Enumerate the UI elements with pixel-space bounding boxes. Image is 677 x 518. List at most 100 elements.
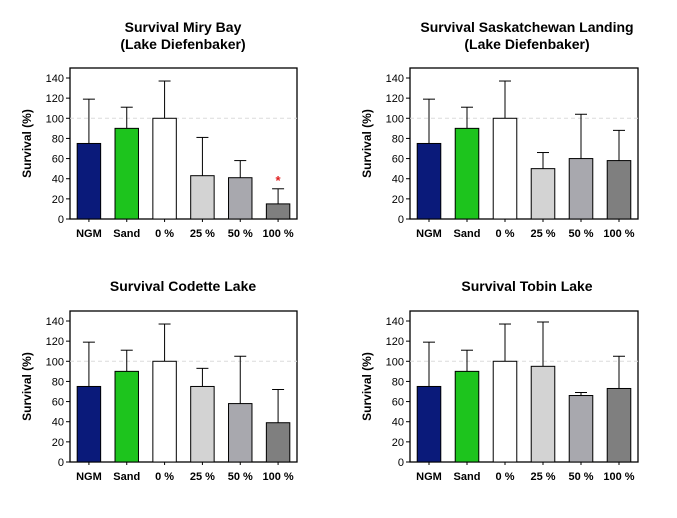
bar-2 xyxy=(454,127,480,220)
y-tick-label: 40 xyxy=(52,174,64,186)
category-label: Sand xyxy=(454,471,481,483)
bar-5 xyxy=(568,395,594,463)
chart-title: Survival Tobin Lake xyxy=(461,278,592,294)
bar-2 xyxy=(454,370,480,463)
y-tick-label: 0 xyxy=(398,457,404,469)
y-tick-label: 0 xyxy=(398,214,404,226)
y-tick-label: 100 xyxy=(46,113,64,125)
category-label: Sand xyxy=(113,471,140,483)
bar-6 xyxy=(606,387,632,463)
category-label: 25 % xyxy=(190,471,215,483)
y-tick-label: 20 xyxy=(52,437,64,449)
y-tick-label: 120 xyxy=(386,336,404,348)
bar-3 xyxy=(152,360,177,463)
category-label: 0 % xyxy=(496,228,515,240)
category-label: NGM xyxy=(416,228,442,240)
plot-frame xyxy=(69,310,298,463)
y-tick-label: 80 xyxy=(392,133,404,145)
bar-6 xyxy=(265,203,291,220)
y-tick-label: 100 xyxy=(386,113,404,125)
category-label: 0 % xyxy=(496,471,515,483)
chart-title: Survival Miry Bay xyxy=(125,19,242,35)
y-tick-label: 20 xyxy=(52,194,64,206)
y-tick-label: 100 xyxy=(46,356,64,368)
bar-3 xyxy=(152,117,177,220)
plot-frame xyxy=(409,310,639,463)
y-tick-label: 0 xyxy=(58,214,64,226)
y-tick-label: 100 xyxy=(386,356,404,368)
y-tick-label: 20 xyxy=(392,437,404,449)
significance-marker: * xyxy=(276,173,282,188)
category-label: 50 % xyxy=(228,471,253,483)
y-tick-label: 80 xyxy=(52,133,64,145)
y-tick-label: 80 xyxy=(392,376,404,388)
y-tick-label: 40 xyxy=(392,174,404,186)
y-tick-label: 140 xyxy=(46,316,64,328)
category-label: NGM xyxy=(416,471,442,483)
y-tick-label: 40 xyxy=(52,417,64,429)
bar-1 xyxy=(76,142,102,220)
plot-frame xyxy=(409,67,639,220)
y-axis-label: Survival (%) xyxy=(360,109,374,178)
y-tick-label: 140 xyxy=(46,73,64,85)
y-axis-label: Survival (%) xyxy=(360,352,374,421)
y-tick-label: 120 xyxy=(46,93,64,105)
bar-4 xyxy=(190,385,215,463)
bar-1 xyxy=(416,385,442,463)
y-axis-label: Survival (%) xyxy=(20,109,34,178)
chart-panel-2: Survival Saskatchewan Landing(Lake Diefe… xyxy=(360,19,639,240)
category-label: 100 % xyxy=(262,471,293,483)
chart-panel-4: Survival Tobin Lake 0 20 40 60 80 100 120 140 Sur… xyxy=(360,278,639,483)
y-tick-label: 20 xyxy=(392,194,404,206)
bar-1 xyxy=(76,385,102,463)
category-label: NGM xyxy=(76,471,102,483)
category-label: 50 % xyxy=(568,228,593,240)
category-label: 25 % xyxy=(190,228,215,240)
chart-title: (Lake Diefenbaker) xyxy=(464,36,589,52)
y-tick-label: 60 xyxy=(392,154,404,166)
bar-6 xyxy=(265,422,291,463)
y-tick-label: 0 xyxy=(58,457,64,469)
bar-1 xyxy=(416,142,442,220)
y-tick-label: 140 xyxy=(386,316,404,328)
category-label: NGM xyxy=(76,228,102,240)
category-label: 25 % xyxy=(530,471,555,483)
bar-4 xyxy=(530,365,556,463)
y-tick-label: 140 xyxy=(386,73,404,85)
bar-5 xyxy=(228,177,253,220)
chart-panel-1: Survival Miry Bay(Lake Diefenbaker) 0 20 40… xyxy=(20,19,298,240)
category-label: 100 % xyxy=(262,228,293,240)
y-tick-label: 120 xyxy=(46,336,64,348)
category-label: 100 % xyxy=(603,228,634,240)
y-tick-label: 60 xyxy=(52,397,64,409)
y-tick-label: 40 xyxy=(392,417,404,429)
category-label: 0 % xyxy=(155,228,174,240)
bar-5 xyxy=(568,158,594,220)
bar-3 xyxy=(492,360,518,463)
category-label: 25 % xyxy=(530,228,555,240)
bar-2 xyxy=(114,370,139,463)
y-tick-label: 120 xyxy=(386,93,404,105)
chart-title: (Lake Diefenbaker) xyxy=(120,36,245,52)
category-label: 100 % xyxy=(603,471,634,483)
y-tick-label: 60 xyxy=(52,154,64,166)
bar-4 xyxy=(530,168,556,220)
bar-6 xyxy=(606,160,632,220)
bar-3 xyxy=(492,117,518,220)
chart-panel-3: Survival Codette Lake 0 20 40 60 80 100 120 140 S… xyxy=(20,278,298,483)
category-label: 50 % xyxy=(228,228,253,240)
category-label: 0 % xyxy=(155,471,174,483)
y-tick-label: 60 xyxy=(392,397,404,409)
category-label: Sand xyxy=(113,228,140,240)
bar-5 xyxy=(228,403,253,463)
y-axis-label: Survival (%) xyxy=(20,352,34,421)
chart-title: Survival Saskatchewan Landing xyxy=(420,19,633,35)
category-label: 50 % xyxy=(568,471,593,483)
bar-2 xyxy=(114,127,139,220)
chart-title: Survival Codette Lake xyxy=(110,278,256,294)
bar-4 xyxy=(190,175,215,220)
y-tick-label: 80 xyxy=(52,376,64,388)
category-label: Sand xyxy=(454,228,481,240)
plot-frame xyxy=(69,67,298,220)
